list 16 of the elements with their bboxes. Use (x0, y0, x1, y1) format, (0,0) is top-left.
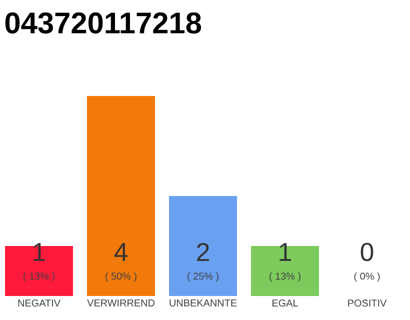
annotation: ( 0% ) (354, 272, 380, 282)
data-label: 4 (114, 243, 128, 261)
x-tick-label: EGAL (272, 300, 298, 307)
data-label: 2 (197, 242, 209, 262)
annotation: ( 13% ) (24, 272, 54, 282)
x-tick-label: VERWIRREND (87, 300, 154, 306)
x-tick-label: UNBEKANNTE (170, 300, 237, 306)
x-tick-label: POSITIV (348, 300, 387, 307)
data-label: 1 (280, 243, 291, 261)
chart-title: 043720117218 (5, 12, 202, 34)
annotation: ( 50% ) (106, 272, 136, 282)
x-tick-label: NEGATIV (18, 300, 60, 307)
data-label: 0 (360, 242, 374, 262)
annotation: ( 25% ) (188, 272, 218, 282)
data-label: 1 (34, 243, 45, 261)
annotation: ( 13% ) (270, 272, 300, 282)
